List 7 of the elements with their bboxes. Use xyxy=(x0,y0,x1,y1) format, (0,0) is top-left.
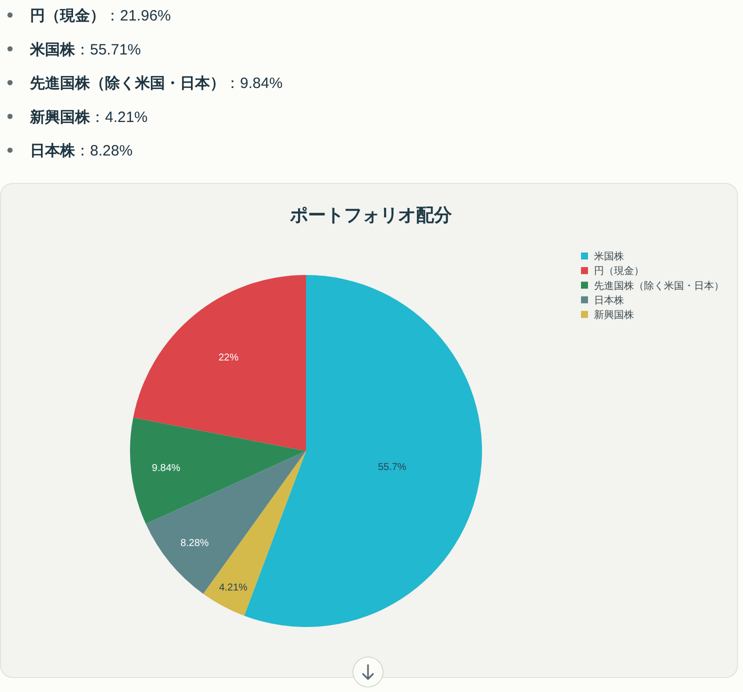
legend-label: 新興国株 xyxy=(594,309,634,321)
legend-label: 先進国株（除く米国・日本） xyxy=(594,280,724,292)
legend-label: 円（現金） xyxy=(594,265,644,278)
notes: 円（現金）：21.96% 米国株：55.71% 先進国株（除く米国・日本）：9.84% 新興国株：4.21% 日本株：8.28% xyxy=(7,8,283,160)
legend-label: 日本株 xyxy=(594,294,624,306)
legend-label: 米国株 xyxy=(594,250,624,263)
chart-title: ポートフォリオ配分 xyxy=(289,205,453,225)
